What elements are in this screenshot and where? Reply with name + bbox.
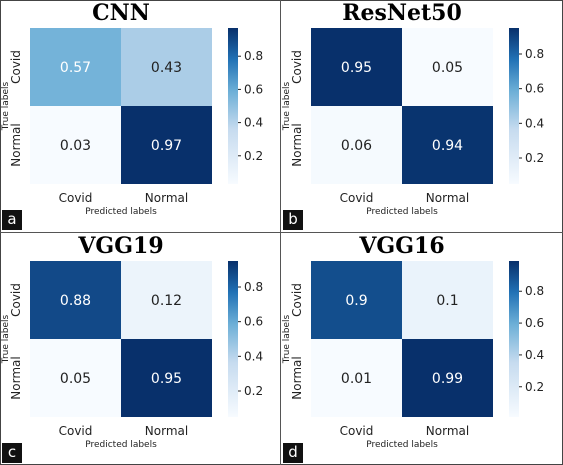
colorbar-tick-label: 0.4 <box>525 348 544 362</box>
cell-value-label: 0.05 <box>60 371 91 387</box>
heatmap-cell <box>311 261 402 339</box>
colorbar-tick-label: 0.8 <box>244 49 263 63</box>
heatmap-cell <box>402 106 493 184</box>
chart-title: VGG16 <box>358 233 444 259</box>
y-tick-label: Covid <box>290 50 304 84</box>
panel-d: VGG16 0.9 0.1 0.01 0.99 Covid Normal True label… <box>281 233 561 465</box>
y-tick-label: Normal <box>290 123 304 166</box>
heatmap-cell <box>30 106 121 184</box>
x-axis-label: Predicted labels <box>85 207 157 217</box>
cell-value-label: 0.05 <box>432 60 463 76</box>
x-tick-label: Covid <box>340 424 374 438</box>
panel-c: VGG19 0.88 0.12 0.05 0.95 Covid Normal True lab… <box>0 233 280 465</box>
colorbar-tick-label: 0.6 <box>244 82 263 96</box>
panel-a: CNN 0.57 0.43 0.03 0.97 Covid Normal True label… <box>0 0 280 232</box>
y-tick-label: Covid <box>9 50 23 84</box>
heatmap-cell <box>121 339 212 417</box>
heatmap-cell <box>402 261 493 339</box>
heatmap-cell <box>30 261 121 339</box>
panel-label-a: a <box>2 210 22 230</box>
x-axis-label: Predicted labels <box>85 440 157 450</box>
heatmap-cell <box>30 28 121 106</box>
colorbar <box>509 261 519 417</box>
colorbar-tick-label: 0.6 <box>525 316 544 330</box>
panel-divider-horizontal <box>0 232 563 233</box>
colorbar-tick-label: 0.2 <box>525 380 544 394</box>
cell-value-label: 0.06 <box>341 138 372 154</box>
cell-value-label: 0.03 <box>60 138 91 154</box>
x-tick-label: Covid <box>59 191 93 205</box>
panel-label-b: b <box>283 210 303 230</box>
colorbar-tick-label: 0.4 <box>244 116 263 130</box>
heatmap-cell <box>311 28 402 106</box>
colorbar <box>509 28 519 184</box>
panel-label-c: c <box>2 443 22 463</box>
x-tick-label: Normal <box>426 191 469 205</box>
y-axis-label: True labels <box>282 81 292 131</box>
cell-value-label: 0.95 <box>341 60 372 76</box>
colorbar-tick-label: 0.4 <box>244 349 263 363</box>
colorbar-tick-label: 0.4 <box>525 116 544 130</box>
chart-title: ResNet50 <box>342 0 462 26</box>
y-axis-label: True labels <box>282 314 292 364</box>
colorbar-tick-label: 0.6 <box>525 82 544 96</box>
panel-b: ResNet50 0.95 0.05 0.06 0.94 Covid Normal True … <box>281 0 561 232</box>
x-axis-label: Predicted labels <box>366 207 438 217</box>
cell-value-label: 0.01 <box>341 371 372 387</box>
heatmap-cell <box>402 28 493 106</box>
cell-value-label: 0.57 <box>60 60 91 76</box>
y-tick-label: Normal <box>9 123 23 166</box>
x-tick-label: Covid <box>340 191 374 205</box>
colorbar-tick-label: 0.2 <box>244 149 263 163</box>
cell-value-label: 0.12 <box>151 293 182 309</box>
chart-title: CNN <box>92 0 150 26</box>
colorbar-tick-label: 0.8 <box>525 47 544 61</box>
heatmap-cell <box>311 339 402 417</box>
cell-value-label: 0.99 <box>432 371 463 387</box>
x-axis-label: Predicted labels <box>366 440 438 450</box>
heatmap-cell <box>121 28 212 106</box>
heatmap-cell <box>402 339 493 417</box>
x-tick-label: Normal <box>145 191 188 205</box>
heatmap-cell <box>311 106 402 184</box>
panel-label-d: d <box>283 443 303 463</box>
cell-value-label: 0.97 <box>151 138 182 154</box>
y-axis-label: True labels <box>1 314 11 364</box>
heatmap-cell <box>30 339 121 417</box>
heatmap-cell <box>121 261 212 339</box>
y-tick-label: Covid <box>9 283 23 317</box>
x-tick-label: Normal <box>426 424 469 438</box>
y-tick-label: Normal <box>290 356 304 399</box>
y-tick-label: Covid <box>290 283 304 317</box>
colorbar <box>228 261 238 417</box>
cell-value-label: 0.1 <box>436 293 458 309</box>
colorbar-tick-label: 0.2 <box>244 384 263 398</box>
heatmap-cell <box>121 106 212 184</box>
cell-value-label: 0.95 <box>151 371 182 387</box>
colorbar-tick-label: 0.2 <box>525 151 544 165</box>
colorbar <box>228 28 238 184</box>
cell-value-label: 0.94 <box>432 138 463 154</box>
colorbar-tick-label: 0.8 <box>244 280 263 294</box>
y-axis-label: True labels <box>1 81 11 131</box>
x-tick-label: Normal <box>145 424 188 438</box>
x-tick-label: Covid <box>59 424 93 438</box>
colorbar-tick-label: 0.6 <box>244 315 263 329</box>
cell-value-label: 0.9 <box>345 293 367 309</box>
y-tick-label: Normal <box>9 356 23 399</box>
colorbar-tick-label: 0.8 <box>525 284 544 298</box>
chart-title: VGG19 <box>77 233 163 259</box>
cell-value-label: 0.43 <box>151 60 182 76</box>
cell-value-label: 0.88 <box>60 293 91 309</box>
